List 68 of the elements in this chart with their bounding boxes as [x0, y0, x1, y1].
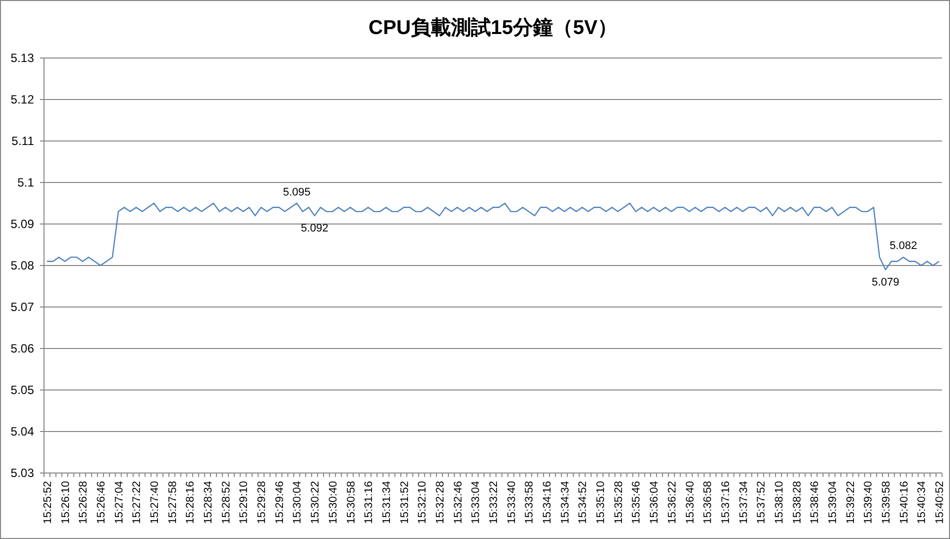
x-tick-label: 15:36:04	[648, 481, 661, 524]
x-tick-label: 15:30:04	[292, 481, 304, 524]
x-tick-label: 15:40:34	[916, 481, 928, 524]
x-tick-label: 15:35:10	[595, 481, 608, 524]
x-tick-label: 15:27:22	[131, 481, 144, 524]
x-tick-label: 15:33:22	[488, 481, 500, 524]
y-tick-label: 5.1	[17, 176, 34, 190]
y-tick-label: 5.09	[10, 217, 34, 231]
x-tick-label: 15:37:16	[720, 481, 732, 524]
x-tick-label: 15:34:16	[542, 481, 554, 524]
x-tick-label: 15:38:28	[791, 481, 804, 524]
x-tick-label: 15:33:04	[470, 481, 482, 524]
x-tick-label: 15:33:40	[506, 481, 518, 524]
x-tick-label: 15:28:52	[220, 481, 232, 524]
x-tick-label: 15:27:58	[166, 481, 179, 524]
x-tick-label: 15:28:34	[202, 481, 215, 524]
line-series	[46, 202, 940, 270]
y-tick-label: 5.07	[10, 300, 34, 314]
y-tick-label: 5.11	[12, 134, 34, 148]
x-tick-label: 15:29:46	[274, 481, 286, 524]
annotation: 5.092	[300, 222, 328, 235]
x-tick-label: 15:30:40	[327, 481, 340, 524]
x-tick-label: 15:32:28	[434, 481, 446, 524]
y-tick-label: 5.13	[10, 51, 34, 65]
x-tick-label: 15:26:28	[78, 481, 90, 524]
x-tick-label: 15:35:28	[612, 481, 625, 524]
y-tick-label: 5.04	[10, 424, 34, 438]
x-tick-label: 15:40:52	[934, 481, 946, 524]
x-tick-label: 15:31:34	[380, 481, 393, 524]
x-tick-label: 15:34:34	[559, 481, 572, 524]
x-tick-label: 15:29:28	[256, 481, 268, 524]
x-tick-label: 15:29:10	[238, 481, 250, 524]
x-tick-label: 15:36:58	[702, 481, 714, 524]
x-tick-label: 15:28:16	[184, 481, 197, 524]
x-tick-label: 15:33:58	[524, 481, 536, 524]
x-tick-label: 15:34:52	[577, 481, 590, 524]
annotation: 5.079	[872, 276, 900, 289]
x-tick-label: 15:37:52	[756, 481, 768, 524]
x-tick-label: 15:31:16	[363, 481, 376, 524]
x-tick-label: 15:38:10	[773, 481, 786, 524]
x-tick-label: 15:26:46	[95, 481, 108, 524]
x-tick-label: 15:36:22	[666, 481, 678, 524]
x-tick-label: 15:27:04	[113, 481, 126, 524]
annotation: 5.095	[282, 186, 311, 198]
y-tick-label: 5.06	[10, 342, 34, 356]
x-tick-label: 15:32:46	[452, 481, 464, 524]
x-tick-label: 15:35:46	[630, 481, 643, 524]
x-tick-label: 15:32:10	[416, 481, 429, 524]
x-tick-label: 15:39:40	[862, 481, 875, 524]
x-tick-label: 15:25:52	[42, 481, 54, 524]
annotation: 5.082	[890, 240, 918, 252]
x-tick-label: 15:40:16	[898, 481, 910, 524]
x-tick-label: 15:26:10	[60, 481, 72, 524]
x-tick-label: 15:30:22	[310, 481, 322, 524]
x-tick-label: 15:39:58	[880, 481, 893, 524]
chart-title: CPU負載測試15分鐘（5V）	[368, 16, 618, 39]
y-tick-label: 5.03	[10, 466, 34, 480]
y-tick-label: 5.12	[10, 92, 34, 106]
y-tick-label: 5.08	[10, 258, 34, 272]
x-tick-label: 15:39:04	[826, 481, 839, 524]
x-tick-label: 15:39:22	[844, 481, 857, 524]
y-tick-label: 5.05	[10, 383, 34, 397]
x-tick-label: 15:27:40	[149, 481, 162, 524]
x-tick-label: 15:38:46	[809, 481, 822, 524]
x-tick-label: 15:36:40	[684, 481, 696, 524]
x-tick-label: 15:31:52	[398, 481, 411, 524]
x-tick-label: 15:37:34	[738, 481, 750, 524]
x-tick-label: 15:30:58	[345, 481, 358, 524]
